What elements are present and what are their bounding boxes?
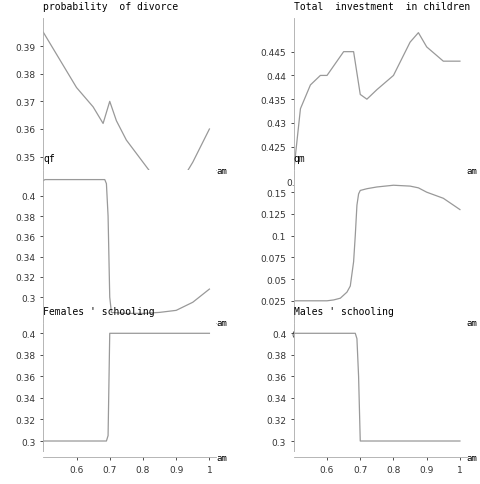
Text: am: am (466, 318, 476, 327)
Text: am: am (466, 453, 476, 462)
Text: Total  investment  in children: Total investment in children (293, 2, 469, 12)
Text: qm: qm (293, 153, 305, 164)
Text: am: am (466, 166, 476, 176)
Text: Females ' schooling: Females ' schooling (43, 306, 155, 317)
Text: am: am (216, 318, 227, 327)
Text: am: am (216, 166, 227, 176)
Text: am: am (216, 453, 227, 462)
Text: probability  of divorce: probability of divorce (43, 2, 178, 12)
Text: Males ' schooling: Males ' schooling (293, 306, 393, 317)
Text: qf: qf (43, 153, 55, 164)
